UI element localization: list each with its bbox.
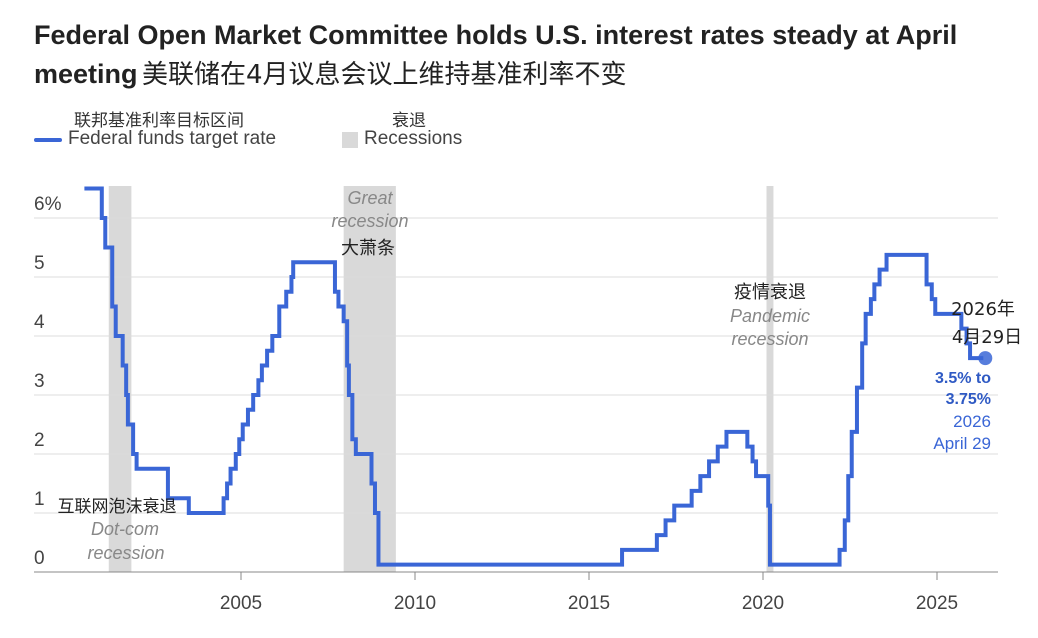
great-recession-label-en2: recession — [331, 211, 408, 231]
x-tick-label: 2010 — [394, 593, 436, 614]
legend-item-recession: 衰退 — [392, 106, 426, 131]
legend-rate-label-en: Federal funds target rate — [68, 128, 277, 149]
recession-band — [108, 186, 132, 572]
x-tick-label: 2020 — [742, 593, 784, 614]
recession-band — [343, 186, 396, 572]
current-value-label-2: 3.75% — [946, 391, 991, 408]
rate-series — [84, 186, 993, 567]
x-tick-label: 2025 — [916, 593, 958, 614]
current-date-zh-day: 4月29日 — [952, 327, 1022, 348]
y-tick-label: 6% — [34, 194, 62, 215]
y-tick-label: 3 — [34, 371, 45, 392]
dotcom-label-en2: recession — [87, 543, 164, 563]
title-english: Federal Open Market Committee holds U.S.… — [34, 20, 958, 89]
great-recession-label-en: Great — [347, 188, 393, 208]
legend-recession-label-zh: 衰退 — [392, 111, 426, 131]
legend-item-recession-en: Recessions — [342, 128, 462, 150]
current-date-label-2: April 29 — [933, 434, 991, 453]
y-tick-label: 2 — [34, 430, 45, 451]
legend-box-swatch — [342, 131, 358, 148]
y-tick-label: 1 — [34, 489, 45, 510]
current-date-zh-year: 2026年 — [951, 299, 1015, 320]
legend-recession-label-en: Recessions — [364, 128, 463, 149]
great-recession-label-zh: 大萧条 — [341, 238, 395, 259]
y-tick-label: 0 — [34, 548, 45, 569]
x-tick-label: 2005 — [220, 593, 262, 614]
pandemic-label-zh: 疫情衰退 — [734, 282, 806, 303]
legend-item-rate: 联邦基准利率目标区间 — [74, 106, 244, 131]
y-tick-label: 4 — [34, 312, 45, 333]
x-tick-label: 2015 — [568, 593, 610, 614]
rate-line — [84, 186, 984, 567]
axes: 0 1 2 3 4 5 6% 2005 2010 2015 2020 2025 — [34, 194, 998, 614]
title-chinese: 美联储在4月议息会议上维持基准利率不变 — [141, 60, 627, 90]
legend-line-swatch — [34, 137, 62, 142]
current-value-label: 3.5% to — [935, 370, 991, 387]
recession-bands — [108, 186, 774, 572]
legend: 联邦基准利率目标区间 Federal funds target rate 衰退 … — [34, 106, 734, 156]
legend-item-rate-en: Federal funds target rate — [34, 128, 276, 150]
legend-rate-label-zh: 联邦基准利率目标区间 — [74, 111, 244, 131]
dotcom-label-zh: 互联网泡沫衰退 — [58, 497, 177, 517]
recession-band — [766, 186, 774, 572]
current-point-marker — [978, 351, 993, 366]
pandemic-label-en2: recession — [731, 329, 808, 349]
chart-title: Federal Open Market Committee holds U.S.… — [34, 18, 1024, 96]
current-date-label: 2026 — [953, 412, 991, 431]
y-tick-label: 5 — [34, 253, 45, 274]
dotcom-label-en: Dot-com — [91, 519, 159, 539]
pandemic-label-en: Pandemic — [730, 306, 810, 326]
